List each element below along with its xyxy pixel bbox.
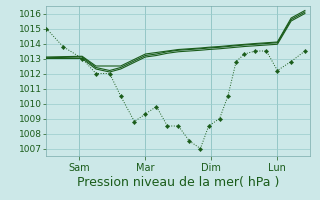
X-axis label: Pression niveau de la mer( hPa ): Pression niveau de la mer( hPa ) — [77, 176, 280, 189]
